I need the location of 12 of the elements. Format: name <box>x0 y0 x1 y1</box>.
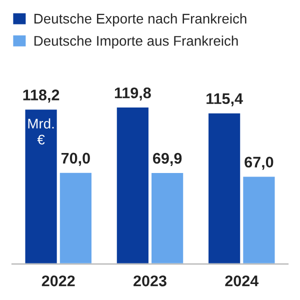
legend-label: Deutsche Importe aus Frankreich <box>34 36 238 49</box>
data-label: 67,0 <box>244 156 274 170</box>
x-tick-label: 2024 <box>225 276 259 286</box>
data-label: 119,8 <box>114 87 151 100</box>
annotation: Mrd. € <box>28 118 54 145</box>
data-label: 69,9 <box>153 152 182 166</box>
legend-label: Deutsche Exporte nach Frankreich <box>34 13 246 26</box>
x-tick-label: 2022 <box>42 276 75 286</box>
x-tick-label: 2023 <box>134 276 166 286</box>
data-label: 115,4 <box>206 93 243 106</box>
data-label: 70,0 <box>61 152 90 166</box>
data-label: 118,2 <box>23 90 60 103</box>
